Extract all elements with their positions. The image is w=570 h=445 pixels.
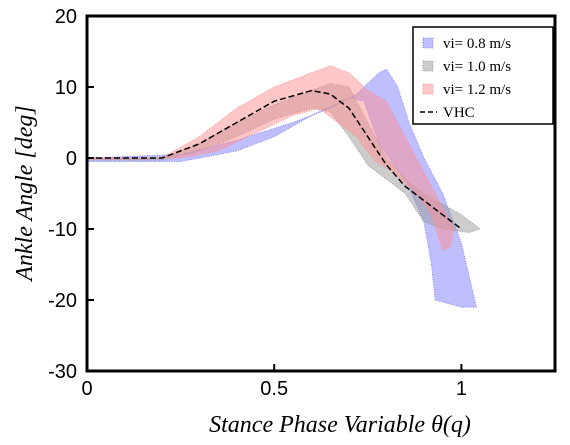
legend-label: vi= 1.2 m/s <box>443 82 511 98</box>
y-tick-label: -30 <box>48 361 77 383</box>
y-tick-label: 0 <box>66 148 77 170</box>
legend-label: vi= 1.0 m/s <box>443 59 511 75</box>
x-tick-label: 0.5 <box>260 378 288 400</box>
x-tick-label: 0 <box>81 378 92 400</box>
legend-label: vi= 0.8 m/s <box>443 36 511 52</box>
legend-swatch <box>422 37 434 49</box>
y-tick-label: -10 <box>48 219 77 241</box>
y-tick-label: 10 <box>55 77 77 99</box>
x-tick-label: 1 <box>456 378 467 400</box>
x-axis-label: Stance Phase Variable θ(q) <box>209 412 471 438</box>
plot-frame <box>85 14 557 373</box>
band <box>86 65 455 251</box>
y-tick-label: 20 <box>55 6 77 28</box>
legend-swatch <box>422 60 434 72</box>
y-axis-label: Ankle Angle [deg] <box>12 105 38 283</box>
legend-box <box>412 26 554 125</box>
legend: vi= 0.8 m/s vi= 1.0 m/s vi= 1.2 m/s VHC <box>412 26 554 125</box>
legend-label: VHC <box>443 105 475 121</box>
line <box>87 89 462 230</box>
y-tick-label: -20 <box>48 290 77 312</box>
legend-swatch <box>422 83 434 95</box>
